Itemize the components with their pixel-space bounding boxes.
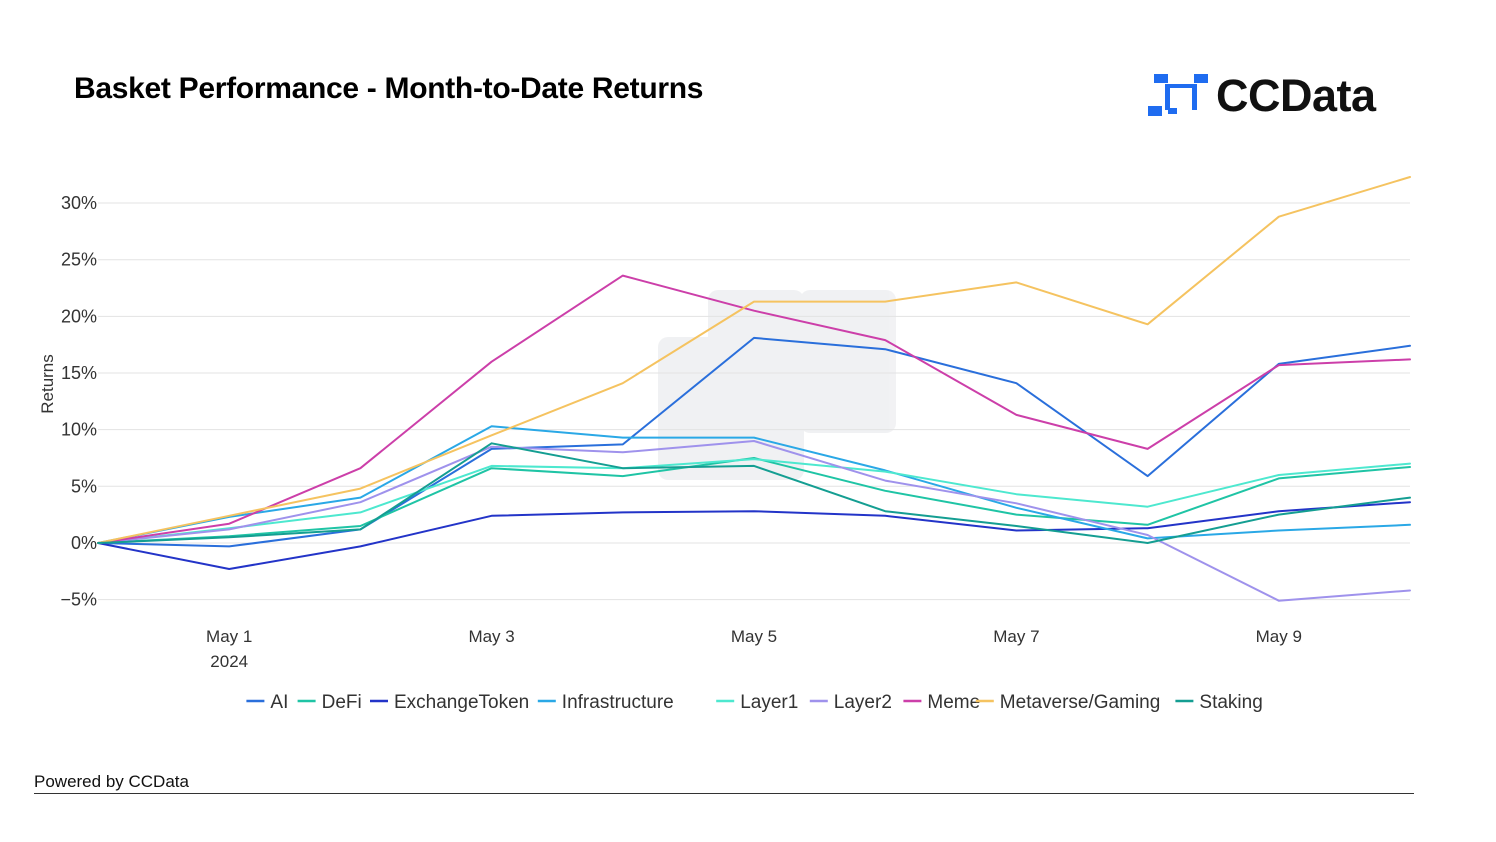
legend-label: Infrastructure xyxy=(562,692,674,713)
x-tick-label: May 7 xyxy=(993,627,1039,646)
legend-label: Layer1 xyxy=(740,692,798,713)
series-line-exchangetoken xyxy=(97,501,1411,570)
powered-by-text: Powered by CCData xyxy=(34,772,189,791)
x-tick-sublabel: 2024 xyxy=(210,652,248,671)
x-tick-label: May 9 xyxy=(1256,627,1302,646)
legend-label: Meme xyxy=(927,692,980,713)
x-tick-label: May 3 xyxy=(468,627,514,646)
legend-label: Layer2 xyxy=(834,692,892,713)
legend-label: Metaverse/Gaming xyxy=(1000,692,1161,713)
series-line-layer2 xyxy=(97,440,1411,602)
legend-item: ExchangeToken xyxy=(370,692,529,713)
page-title: Basket Performance - Month-to-Date Retur… xyxy=(74,72,704,105)
legend-item: Layer1 xyxy=(716,692,798,713)
x-tick-label: May 1 xyxy=(206,627,252,646)
series-line-staking xyxy=(97,442,1411,544)
legend-item: AI xyxy=(246,692,288,713)
series-line-defi xyxy=(97,457,1411,544)
y-tick-label: 15% xyxy=(61,363,97,383)
legend-item: DeFi xyxy=(297,692,362,713)
y-tick-label: −5% xyxy=(60,590,97,610)
y-tick-label: 20% xyxy=(61,306,97,326)
y-axis: −5% 0% 5% 10% 15% 20% 25% 30% xyxy=(60,193,97,610)
watermark-icon xyxy=(658,290,896,480)
legend-item: Meme xyxy=(903,692,980,713)
series-line-metaverse-gaming xyxy=(97,176,1411,544)
legend-label: Staking xyxy=(1199,692,1262,713)
ccdata-logo: CCData xyxy=(1148,70,1418,121)
logo-text: CCData xyxy=(1216,70,1376,121)
x-tick-label: May 5 xyxy=(731,627,777,646)
series-line-layer1 xyxy=(97,458,1411,544)
legend-label: ExchangeToken xyxy=(394,692,529,713)
y-tick-label: 30% xyxy=(61,193,97,213)
series-lines xyxy=(97,176,1411,602)
footer-divider xyxy=(34,793,1414,794)
y-axis-title: Returns xyxy=(38,354,57,414)
series-line-ai xyxy=(97,336,1411,548)
ccdata-logo-icon xyxy=(1148,74,1208,116)
legend-item: Layer2 xyxy=(809,692,892,713)
legend: AI DeFi ExchangeToken Infrastructure Layer1 L… xyxy=(246,692,1263,713)
y-tick-label: 25% xyxy=(61,250,97,270)
y-tick-label: 10% xyxy=(61,420,97,440)
series-line-meme xyxy=(97,274,1411,544)
legend-item: Metaverse/Gaming xyxy=(975,692,1161,713)
y-tick-label: 5% xyxy=(71,476,97,496)
x-axis: May 1 2024 May 3 May 5 May 7 May 9 xyxy=(206,627,1302,671)
legend-label: AI xyxy=(270,692,288,713)
legend-item: Infrastructure xyxy=(537,692,674,713)
series-line-infrastructure xyxy=(97,425,1411,544)
legend-item: Staking xyxy=(1175,692,1263,713)
legend-label: DeFi xyxy=(322,692,362,713)
y-tick-label: 0% xyxy=(71,533,97,553)
